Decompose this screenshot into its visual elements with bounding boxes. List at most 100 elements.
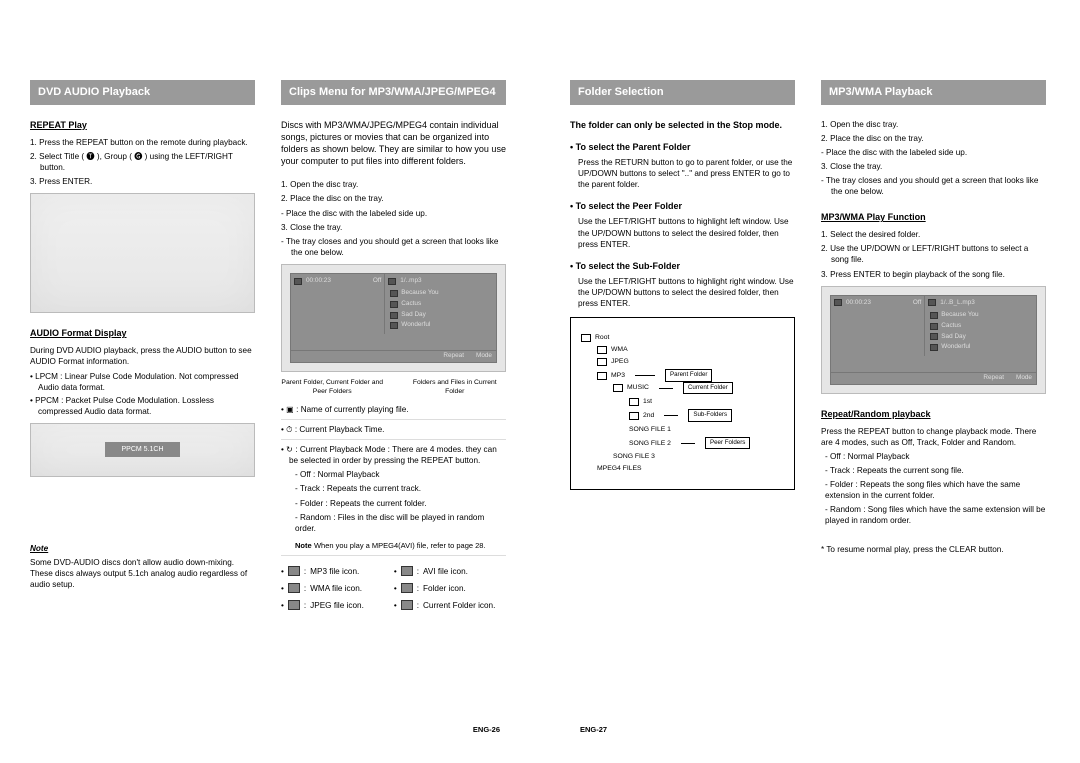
list-item: Because You: [941, 311, 978, 320]
note-text: Some DVD-AUDIO discs don't allow audio d…: [30, 557, 255, 590]
clips-legend: ▣ : Name of currently playing file.: [281, 404, 506, 415]
legend-sub: - Folder : Repeats the current folder.: [295, 498, 506, 509]
step-sub: - Place the disc with the labeled side u…: [821, 147, 1046, 158]
folder-lead: The folder can only be selected in the S…: [570, 119, 795, 131]
heading-audio-format: AUDIO Format Display: [30, 327, 255, 339]
folder-icon: [581, 334, 591, 342]
mp3-icon: [930, 333, 938, 340]
playback-time: 00:00:23: [846, 299, 871, 308]
step-sub: - The tray closes and you should get a s…: [821, 175, 1046, 197]
note-text: When you play a MPEG4(AVI) file, refer t…: [314, 541, 486, 550]
audio-format-intro: During DVD AUDIO playback, press the AUD…: [30, 345, 255, 367]
clips-screen-mock: 00:00:23 Off 1/..mp3 Because: [281, 264, 506, 372]
page-right: Folder Selection The folder can only be …: [540, 0, 1080, 763]
mp3-icon: [930, 344, 938, 351]
play-fn-steps: 1. Select the desired folder. 2. Use the…: [821, 229, 1046, 279]
list-item: Cactus: [941, 322, 961, 331]
icon-label: Folder icon.: [423, 583, 466, 594]
tree-label: 1st: [643, 397, 652, 406]
step: 1. Open the disc tray.: [821, 119, 1046, 130]
step: 1. Select the desired folder.: [821, 229, 1046, 240]
callout-subfolders: Sub-Folders: [688, 409, 732, 421]
caption-right: Folders and Files in Current Folder: [404, 378, 507, 396]
legend-sub: - Off : Normal Playback: [295, 469, 506, 480]
rr-footer: * To resume normal play, press the CLEAR…: [821, 544, 1046, 555]
step: 1. Open the disc tray.: [281, 179, 506, 190]
icon-legend-row: •: MP3 file icon. •: WMA file icon. •: J…: [281, 560, 506, 617]
page-left: DVD AUDIO Playback REPEAT Play 1. Press …: [0, 0, 540, 763]
folder-icon: [629, 412, 639, 420]
tree-label: MUSIC: [627, 383, 649, 392]
step: 3. Close the tray.: [281, 222, 506, 233]
heading-play-function: MP3/WMA Play Function: [821, 211, 1046, 223]
icon-label: JPEG file icon.: [310, 600, 364, 611]
clips-steps: 1. Open the disc tray. 2. Place the disc…: [281, 179, 506, 257]
tree-label: SONG FILE 1: [629, 425, 671, 434]
btn-label: Mode: [1016, 374, 1032, 383]
tree-label: 2nd: [643, 411, 654, 420]
step-sub: - The tray closes and you should get a s…: [281, 236, 506, 258]
page-number: ENG-26: [473, 725, 500, 735]
folder-icon: [597, 372, 607, 380]
icon-label: MP3 file icon.: [310, 566, 359, 577]
jpeg-file-icon: [288, 600, 300, 610]
now-playing: 1/..mp3: [400, 277, 421, 286]
tree-label: Root: [595, 333, 609, 342]
bullet: LPCM : Linear Pulse Code Modulation. Not…: [30, 371, 255, 393]
note-label: Note: [295, 541, 312, 550]
legend-item: ⏱ : Current Playback Time.: [281, 424, 506, 435]
rr-bullet: - Track : Repeats the current song file.: [825, 465, 1046, 476]
mp3-icon: [390, 290, 398, 297]
note-label: Note: [30, 544, 48, 553]
rr-bullet: - Folder : Repeats the song files which …: [825, 479, 1046, 501]
ppcm-chip: PPCM 5.1CH: [105, 442, 179, 457]
clips-note: Note When you play a MPEG4(AVI) file, re…: [281, 540, 506, 551]
t-sub-folder: Use the LEFT/RIGHT buttons to highlight …: [570, 276, 795, 309]
t-peer-folder: Use the LEFT/RIGHT buttons to highlight …: [570, 216, 795, 249]
tree-label: MP3: [611, 371, 625, 380]
icon-label: AVI file icon.: [423, 566, 468, 577]
bullet: PPCM : Packet Pulse Code Modulation. Los…: [30, 395, 255, 417]
clips-intro: Discs with MP3/WMA/JPEG/MPEG4 contain in…: [281, 119, 506, 168]
tree-label: MPEG4 FILES: [597, 464, 642, 473]
callout-current: Current Folder: [683, 382, 733, 394]
step-sub: - Place the disc with the labeled side u…: [281, 208, 506, 219]
step: 2. Use the UP/DOWN or LEFT/RIGHT buttons…: [821, 243, 1046, 265]
mode-off: Off: [373, 277, 381, 286]
wma-file-icon: [288, 583, 300, 593]
note-block: Note Some DVD-AUDIO discs don't allow au…: [30, 543, 255, 590]
current-folder-icon: [401, 600, 413, 610]
step: 3. Press ENTER to begin playback of the …: [821, 269, 1046, 280]
list-item: Cactus: [401, 300, 421, 309]
clips-captions: Parent Folder, Current Folder and Peer F…: [281, 378, 506, 396]
folder-icon: [401, 583, 413, 593]
bar-clips-menu: Clips Menu for MP3/WMA/JPEG/MPEG4: [281, 80, 506, 105]
callout-peer: Peer Folders: [705, 437, 750, 449]
legend-sub: - Random : Files in the disc will be pla…: [295, 512, 506, 534]
bar-folder-selection: Folder Selection: [570, 80, 795, 105]
h-parent-folder: • To select the Parent Folder: [570, 141, 795, 153]
rr-bullet: - Off : Normal Playback: [825, 451, 1046, 462]
mp3-file-icon: [288, 566, 300, 576]
caption-left: Parent Folder, Current Folder and Peer F…: [281, 378, 384, 396]
mp3-icon: [390, 301, 398, 308]
step: 1. Press the REPEAT button on the remote…: [30, 137, 255, 148]
playback-time: 00:00:23: [306, 277, 331, 286]
mp3-steps-1: 1. Open the disc tray. 2. Place the disc…: [821, 119, 1046, 197]
heading-repeat-play: REPEAT Play: [30, 119, 255, 131]
h-peer-folder: • To select the Peer Folder: [570, 200, 795, 212]
heading-repeat-random: Repeat/Random playback: [821, 408, 1046, 420]
h-sub-folder: • To select the Sub-Folder: [570, 260, 795, 272]
now-playing: 1/..B_L.mp3: [940, 299, 974, 308]
tree-label: SONG FILE 3: [613, 452, 655, 461]
step: 2. Place the disc on the tray.: [821, 133, 1046, 144]
folder-icon: [597, 358, 607, 366]
clock-icon: [834, 299, 842, 306]
step: 2. Place the disc on the tray.: [281, 193, 506, 204]
page-number: ENG-27: [580, 725, 607, 735]
list-item: Wonderful: [401, 321, 430, 330]
btn-label: Repeat: [983, 374, 1004, 383]
tree-label: WMA: [611, 345, 628, 354]
bar-dvd-audio: DVD AUDIO Playback: [30, 80, 255, 105]
mp3-icon: [930, 312, 938, 319]
